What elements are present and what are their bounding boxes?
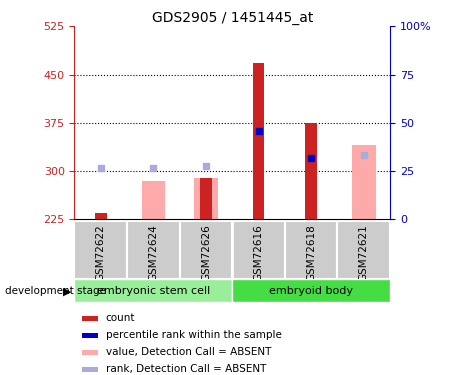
Text: ▶: ▶	[63, 286, 71, 296]
Bar	[82, 333, 98, 338]
Text: GSM72626: GSM72626	[201, 224, 211, 281]
Text: GSM72616: GSM72616	[253, 224, 263, 281]
Bar	[95, 213, 106, 219]
Bar	[82, 367, 98, 372]
Text: GSM72624: GSM72624	[148, 224, 158, 281]
Text: GSM72621: GSM72621	[359, 224, 369, 281]
Bar	[74, 279, 232, 302]
Bar	[200, 177, 212, 219]
Bar	[127, 221, 179, 279]
Text: embryonic stem cell: embryonic stem cell	[97, 286, 210, 296]
Text: embryoid body: embryoid body	[269, 286, 353, 296]
Bar	[142, 181, 165, 219]
Bar	[82, 350, 98, 354]
Bar	[253, 63, 264, 219]
Text: value, Detection Call = ABSENT: value, Detection Call = ABSENT	[106, 347, 271, 357]
Text: GSM72618: GSM72618	[306, 224, 316, 281]
Bar	[305, 123, 317, 219]
Bar	[232, 279, 390, 302]
Text: development stage: development stage	[5, 286, 106, 296]
Bar	[194, 177, 218, 219]
Text: percentile rank within the sample: percentile rank within the sample	[106, 330, 282, 340]
Text: count: count	[106, 313, 135, 323]
Bar	[179, 221, 232, 279]
Bar	[74, 221, 127, 279]
Text: rank, Detection Call = ABSENT: rank, Detection Call = ABSENT	[106, 364, 266, 375]
Bar	[352, 146, 376, 219]
Text: GSM72622: GSM72622	[96, 224, 106, 281]
Bar	[82, 316, 98, 321]
Bar	[232, 221, 285, 279]
Bar	[285, 221, 337, 279]
Bar	[337, 221, 390, 279]
Title: GDS2905 / 1451445_at: GDS2905 / 1451445_at	[152, 11, 313, 25]
